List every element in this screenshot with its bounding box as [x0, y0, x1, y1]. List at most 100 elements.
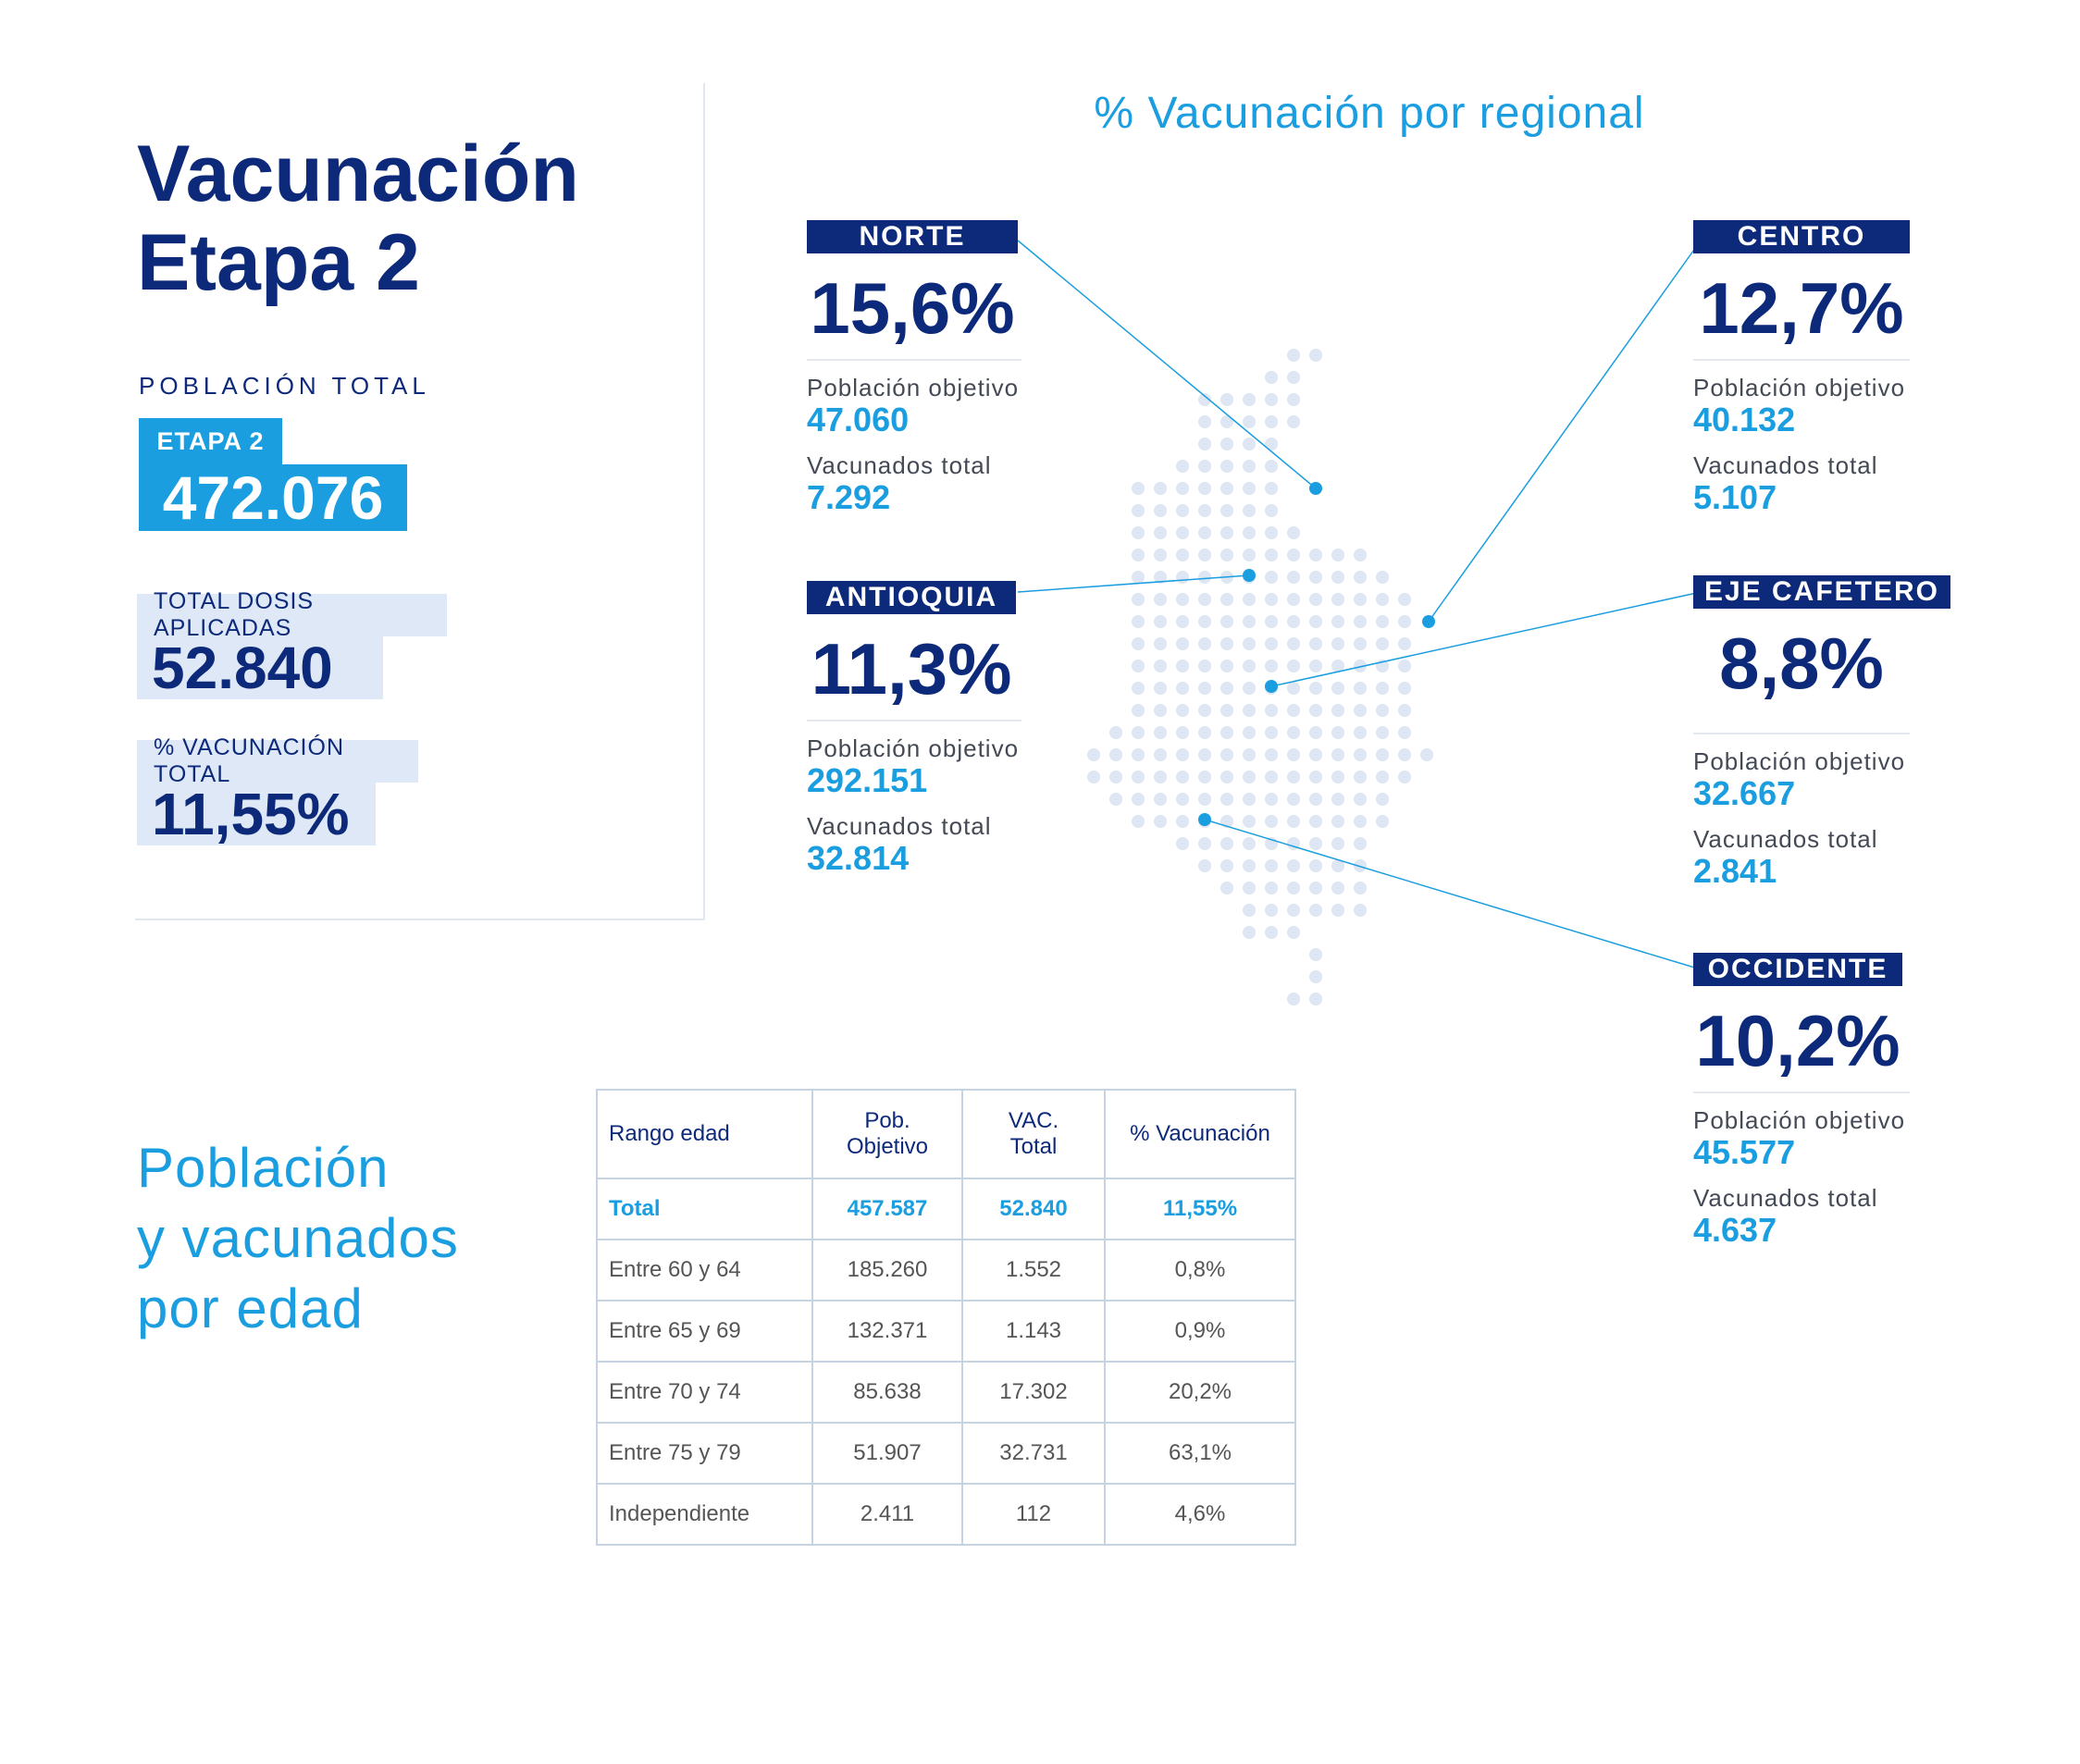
map-dot	[1243, 415, 1256, 428]
map-dot	[1309, 660, 1322, 672]
map-dot	[1287, 571, 1300, 584]
region-antioquia: ANTIOQUIA 11,3% Población objetivo 292.1…	[807, 581, 1029, 877]
map-dot	[1376, 682, 1389, 695]
map-dot	[1220, 637, 1233, 650]
map-dot	[1220, 859, 1233, 872]
map-marker-centro	[1422, 615, 1435, 628]
map-dot	[1265, 771, 1278, 783]
map-dot	[1198, 660, 1211, 672]
map-dot	[1265, 859, 1278, 872]
map-marker-norte	[1309, 482, 1322, 495]
map-dot	[1309, 637, 1322, 650]
map-dot	[1154, 526, 1167, 539]
map-dot	[1398, 615, 1411, 628]
map-dot	[1109, 726, 1122, 739]
map-dot	[1176, 549, 1189, 561]
map-dot	[1220, 593, 1233, 606]
age-section-title: Población y vacunados por edad	[137, 1133, 459, 1344]
vacunados-label: Vacunados total	[1693, 451, 1878, 479]
cell-vacunados: 112	[961, 1483, 1106, 1546]
map-dot	[1176, 637, 1189, 650]
map-dot	[1354, 748, 1367, 761]
cell-pct: 4,6%	[1104, 1483, 1296, 1546]
map-dot	[1265, 815, 1278, 828]
map-dot	[1354, 593, 1367, 606]
cell-poblacion: 51.907	[811, 1422, 963, 1485]
region-divider	[1693, 359, 1910, 361]
vacunados-value: 32.814	[807, 839, 910, 877]
poblacion-value: 32.667	[1693, 774, 1796, 812]
poblacion-value: 45.577	[1693, 1133, 1796, 1171]
cell-poblacion: 457.587	[811, 1178, 963, 1240]
map-dot	[1176, 615, 1189, 628]
map-dot	[1265, 504, 1278, 517]
region-name: CENTRO	[1693, 220, 1910, 253]
map-dot	[1220, 393, 1233, 406]
vacunados-value: 2.841	[1693, 852, 1777, 890]
map-dot	[1220, 549, 1233, 561]
map-dot	[1243, 771, 1256, 783]
region-name: ANTIOQUIA	[807, 581, 1016, 614]
map-dot	[1331, 904, 1344, 917]
map-dot	[1087, 748, 1100, 761]
map-dot	[1132, 660, 1145, 672]
map-dot	[1265, 793, 1278, 806]
section-divider-vertical	[703, 83, 705, 919]
map-dot	[1265, 371, 1278, 384]
cell-vacunados: 32.731	[961, 1422, 1106, 1485]
map-dot	[1220, 726, 1233, 739]
region-norte: NORTE 15,6% Población objetivo 47.060 Va…	[807, 220, 1029, 516]
table-row: Entre 65 y 69 132.371 1.143 0,9%	[596, 1300, 1296, 1363]
dosis-value: 52.840	[137, 635, 383, 701]
map-dot	[1220, 660, 1233, 672]
map-dot	[1398, 748, 1411, 761]
map-dot	[1198, 637, 1211, 650]
cell-rango: Total	[596, 1178, 813, 1240]
poblacion-label: Población objetivo	[807, 734, 1020, 762]
map-dot	[1132, 615, 1145, 628]
map-dot	[1220, 793, 1233, 806]
header-pob-objetivo: Pob. Objetivo	[811, 1089, 963, 1179]
map-dot	[1132, 637, 1145, 650]
map-dot	[1176, 504, 1189, 517]
dosis-label: TOTAL DOSIS APLICADAS	[137, 588, 447, 641]
map-dot	[1132, 549, 1145, 561]
age-title-line1: Población	[137, 1137, 390, 1199]
cell-vacunados: 1.552	[961, 1239, 1106, 1301]
map-dot	[1154, 771, 1167, 783]
map-dot	[1154, 504, 1167, 517]
map-dot	[1309, 859, 1322, 872]
map-dot	[1287, 882, 1300, 894]
header-rango-edad: Rango edad	[596, 1089, 813, 1179]
map-dot	[1243, 682, 1256, 695]
map-dot	[1243, 704, 1256, 717]
map-dot	[1376, 615, 1389, 628]
map-dot	[1331, 793, 1344, 806]
cell-poblacion: 132.371	[811, 1300, 963, 1363]
vacunacion-total-value: 11,55%	[137, 781, 376, 847]
map-dot	[1354, 904, 1367, 917]
map-dot	[1354, 726, 1367, 739]
cell-pct: 20,2%	[1104, 1361, 1296, 1424]
poblacion-value: 40.132	[1693, 401, 1796, 438]
map-dot	[1220, 882, 1233, 894]
map-title: % Vacunación por regional	[1094, 89, 1645, 138]
map-dot	[1265, 748, 1278, 761]
map-dot	[1198, 837, 1211, 850]
map-dot	[1398, 637, 1411, 650]
map-dot	[1243, 859, 1256, 872]
map-dot	[1243, 793, 1256, 806]
map-dot	[1287, 371, 1300, 384]
map-marker-eje-cafetero	[1265, 680, 1278, 693]
map-dot	[1243, 393, 1256, 406]
map-dot	[1354, 571, 1367, 584]
map-dot	[1354, 637, 1367, 650]
map-dot	[1331, 771, 1344, 783]
map-dot	[1398, 660, 1411, 672]
map-dot	[1331, 704, 1344, 717]
age-title-line3: por edad	[137, 1277, 364, 1339]
region-pct: 12,7%	[1699, 267, 1904, 349]
age-table: Rango edad Pob. Objetivo VAC. Total % Va…	[596, 1089, 1296, 1546]
map-dot	[1220, 460, 1233, 473]
map-dot	[1265, 926, 1278, 939]
